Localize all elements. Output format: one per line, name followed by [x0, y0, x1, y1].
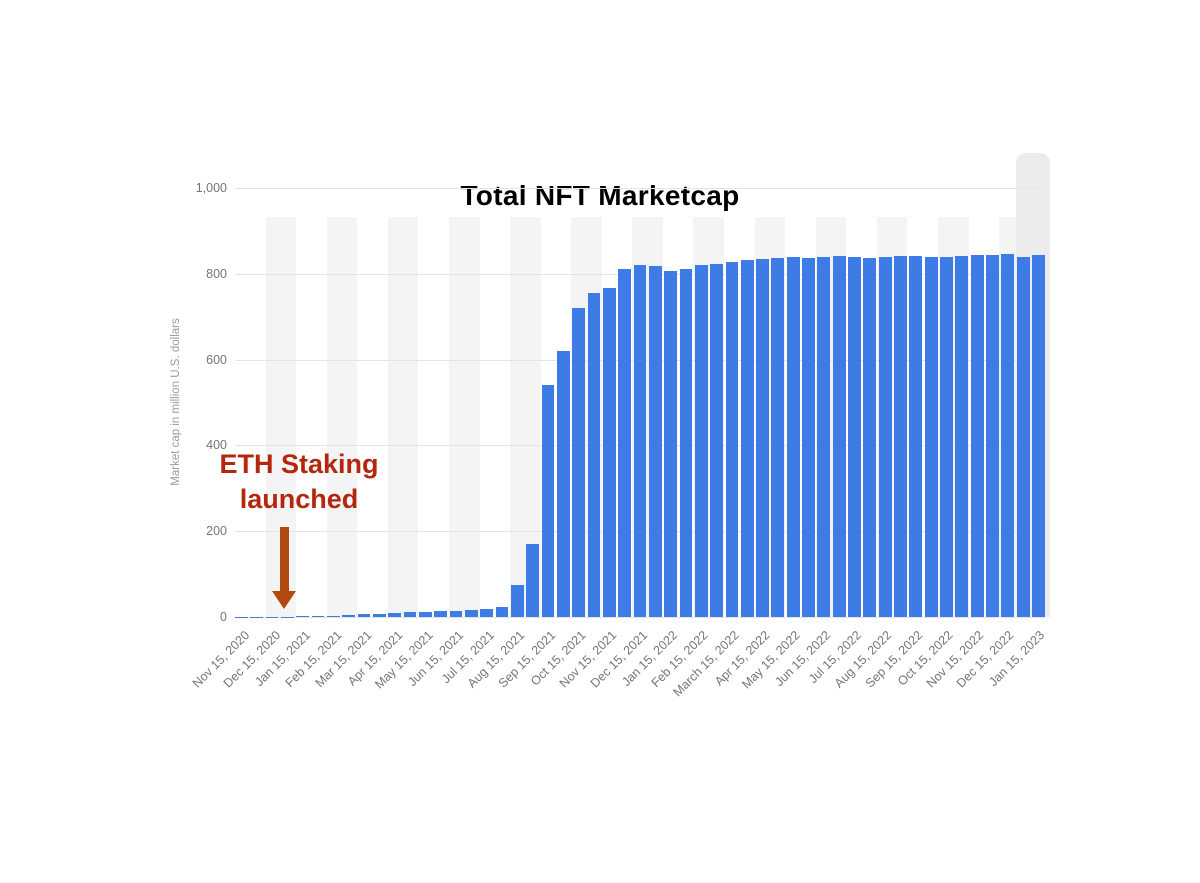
y-tick-label: 600	[206, 352, 227, 367]
plot-area	[235, 153, 1050, 618]
bar[interactable]	[449, 611, 463, 617]
y-tick-label: 800	[206, 266, 227, 281]
bar[interactable]	[786, 256, 800, 617]
annotation-eth-staking: ETH Staking launched	[200, 447, 398, 517]
bar[interactable]	[710, 263, 723, 617]
arrow-shaft	[279, 527, 289, 591]
bar[interactable]	[664, 271, 678, 617]
y-tick-label: 200	[206, 524, 227, 539]
bar[interactable]	[817, 256, 831, 617]
bar[interactable]	[878, 256, 892, 617]
gridline	[235, 617, 1045, 618]
bar[interactable]	[633, 265, 647, 617]
bar[interactable]	[326, 615, 340, 617]
y-axis: 0 200 400 600 800 1,000	[120, 181, 227, 624]
bar[interactable]	[372, 613, 386, 617]
bar[interactable]	[388, 612, 402, 617]
bar[interactable]	[832, 256, 846, 617]
annotation-line-2: launched	[239, 484, 359, 515]
bar[interactable]	[848, 257, 861, 617]
bar[interactable]	[1001, 254, 1015, 617]
bar[interactable]	[694, 265, 708, 617]
bar[interactable]	[725, 261, 739, 617]
y-tick-label: 400	[206, 438, 227, 453]
bar[interactable]	[909, 256, 923, 617]
bar[interactable]	[756, 258, 769, 617]
bar[interactable]	[587, 293, 601, 617]
bar[interactable]	[556, 351, 570, 617]
bar[interactable]	[510, 584, 524, 617]
chart-title: Total NFT Marketcap	[460, 180, 740, 211]
bar[interactable]	[495, 606, 509, 617]
bar[interactable]	[863, 257, 877, 617]
bar[interactable]	[740, 260, 754, 617]
bar[interactable]	[357, 614, 371, 617]
bar[interactable]	[541, 385, 555, 617]
bars-layer	[235, 188, 1045, 617]
bar[interactable]	[296, 616, 310, 617]
bar[interactable]	[802, 257, 815, 617]
bar[interactable]	[311, 616, 325, 617]
y-tick-label: 1,000	[195, 181, 227, 195]
bar[interactable]	[464, 610, 478, 617]
bar[interactable]	[648, 266, 662, 617]
gridline	[235, 188, 1045, 189]
bar[interactable]	[1032, 255, 1045, 617]
background-stripe	[387, 217, 419, 617]
bar[interactable]	[1016, 257, 1030, 617]
bar[interactable]	[342, 614, 356, 617]
bar[interactable]	[434, 611, 448, 617]
background-stripe	[326, 217, 358, 617]
bar[interactable]	[418, 611, 432, 617]
bar[interactable]	[480, 608, 494, 617]
bar[interactable]	[679, 268, 693, 617]
bar[interactable]	[602, 287, 616, 617]
bar[interactable]	[403, 612, 417, 617]
down-arrow-icon	[272, 527, 296, 609]
background-stripe	[448, 217, 480, 617]
bar[interactable]	[940, 256, 953, 617]
annotation-line-1: ETH Staking	[219, 449, 379, 479]
bar[interactable]	[526, 544, 540, 617]
bar[interactable]	[572, 308, 586, 617]
bar[interactable]	[771, 257, 785, 617]
x-axis: Nov 15, 2020 Dec 15, 2020 Jan 15, 2021 Feb …	[190, 624, 1047, 754]
bar[interactable]	[986, 254, 999, 617]
bar[interactable]	[894, 255, 907, 617]
bar[interactable]	[618, 268, 632, 617]
arrow-head	[272, 591, 296, 609]
bar[interactable]	[955, 255, 969, 617]
bar[interactable]	[970, 255, 984, 617]
y-tick-label: 0	[220, 610, 227, 624]
bar[interactable]	[924, 257, 938, 617]
